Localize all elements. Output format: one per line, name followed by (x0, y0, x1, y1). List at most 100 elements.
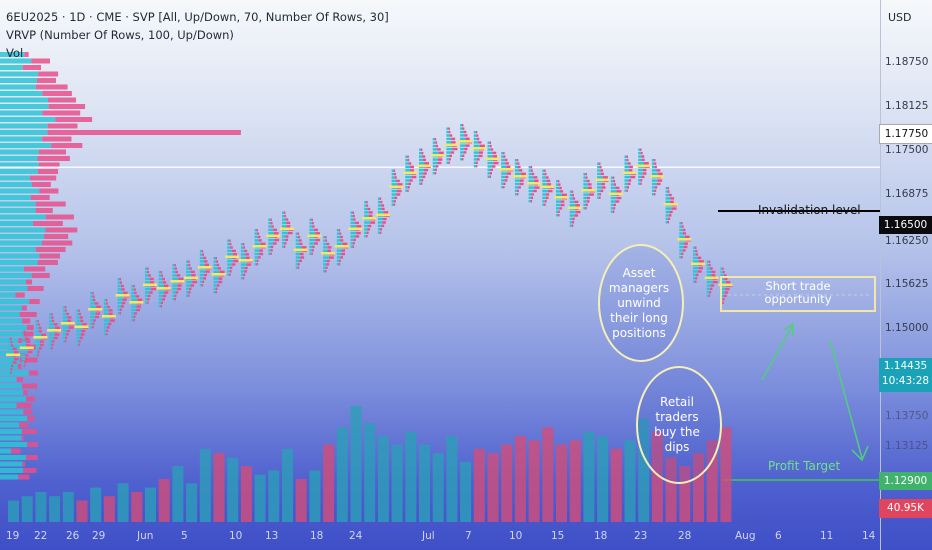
session-profile-bar (465, 144, 470, 147)
session-profile-bar (419, 172, 424, 175)
poc-marker (649, 175, 664, 178)
price-axis[interactable] (880, 0, 932, 550)
session-profile-bar (503, 182, 506, 185)
session-profile-bar (10, 340, 13, 344)
session-profile-bar (653, 193, 656, 196)
session-profile-bar (49, 326, 56, 329)
session-profile-bar (364, 211, 369, 214)
session-profile-bar (487, 175, 490, 178)
session-profile-bar (610, 207, 614, 210)
session-profile-bar (90, 302, 95, 305)
session-profile-bar (597, 186, 602, 189)
poc-marker (663, 203, 678, 206)
session-profile-bar (368, 224, 372, 228)
session-profile-bar (336, 263, 339, 266)
session-profile-bar (76, 309, 79, 312)
session-profile-bar (501, 182, 504, 185)
volume-profile-bar (0, 104, 49, 109)
session-profile-bar (199, 280, 203, 283)
session-profile-bar (227, 263, 232, 266)
session-profile-bar (556, 210, 559, 213)
session-profile-bar (695, 249, 698, 253)
session-profile-bar (147, 270, 150, 274)
session-profile-bar (295, 246, 302, 249)
session-profile-bar (569, 224, 572, 227)
session-profile-bar (52, 340, 55, 343)
session-profile-bar (350, 238, 354, 242)
session-profile-bar (199, 284, 202, 287)
session-profile-bar (282, 214, 285, 218)
session-profile-bar (585, 203, 588, 206)
poc-marker (225, 255, 240, 259)
session-profile-bar (667, 221, 670, 224)
session-profile-bar (268, 221, 271, 225)
session-profile-bar (446, 158, 449, 161)
session-profile-bar (231, 263, 236, 266)
volume-profile-bar (0, 312, 20, 317)
volume-bar (610, 448, 622, 522)
session-profile-bar (295, 239, 299, 242)
session-profile-bar (133, 285, 135, 288)
session-profile-bar (49, 333, 55, 336)
volume-indicator-label[interactable]: Vol (6, 46, 24, 60)
session-profile-bar (298, 235, 301, 239)
session-profile-bar (583, 203, 586, 206)
session-profile-bar (473, 131, 476, 134)
session-profile-bar (336, 242, 343, 245)
session-profile-bar (626, 155, 629, 158)
session-profile-bar (338, 229, 341, 232)
session-profile-bar (681, 225, 684, 228)
volume-profile-bar (0, 71, 39, 77)
session-profile-bar (720, 274, 724, 277)
session-profile-bar (559, 190, 564, 193)
volume-profile-bar (42, 110, 81, 116)
session-profile-bar (597, 196, 600, 199)
session-profile-bar (544, 169, 546, 172)
session-profile-bar (514, 172, 521, 175)
session-profile-bar (514, 162, 518, 165)
session-profile-bar (162, 294, 167, 298)
vrvp-indicator-label[interactable]: VRVP (Number Of Rows, 100, Up/Down) (6, 28, 234, 42)
session-profile-bar (271, 225, 274, 228)
session-profile-bar (336, 252, 342, 256)
session-profile-bar (199, 277, 204, 280)
session-profile-bar (273, 228, 277, 232)
volume-profile-bar (19, 357, 38, 363)
volume-profile-bar (0, 84, 36, 90)
session-profile-bar (528, 166, 531, 169)
session-profile-bar (651, 186, 655, 189)
session-profile-bar (434, 168, 437, 171)
session-profile-bar (133, 319, 135, 322)
volume-profile-bar (0, 416, 28, 421)
session-profile-bar (326, 259, 330, 263)
session-profile-bar (217, 267, 221, 270)
session-profile-bar (610, 203, 614, 207)
session-profile-bar (460, 154, 463, 157)
session-profile-bar (583, 186, 588, 189)
volume-profile-bar (21, 435, 25, 441)
volume-profile-bar (42, 91, 72, 96)
session-profile-bar (448, 127, 450, 130)
session-profile-bar (610, 179, 614, 183)
session-profile-bar (419, 179, 422, 182)
session-profile-bar (149, 277, 154, 281)
session-profile-bar (254, 256, 258, 259)
session-profile-bar (583, 173, 586, 176)
session-profile-bar (693, 249, 696, 253)
session-profile-bar (706, 263, 709, 267)
session-profile-bar (432, 144, 436, 148)
volume-bar (460, 461, 472, 522)
currency-label[interactable]: USD (888, 11, 912, 24)
session-profile-bar (338, 263, 341, 266)
price-chart[interactable] (0, 0, 880, 526)
symbol-header[interactable]: 6EU2025 · 1D · CME · SVP [All, Up/Down, … (6, 10, 389, 24)
session-profile-bar (240, 270, 245, 273)
session-profile-bar (49, 343, 52, 346)
session-profile-bar (8, 368, 11, 371)
volume-profile-bar (35, 247, 66, 252)
session-profile-bar (697, 256, 702, 260)
volume-profile-bar (16, 403, 32, 408)
session-profile-bar (638, 151, 641, 155)
session-profile-bar (174, 298, 176, 301)
session-profile-bar (161, 301, 164, 304)
